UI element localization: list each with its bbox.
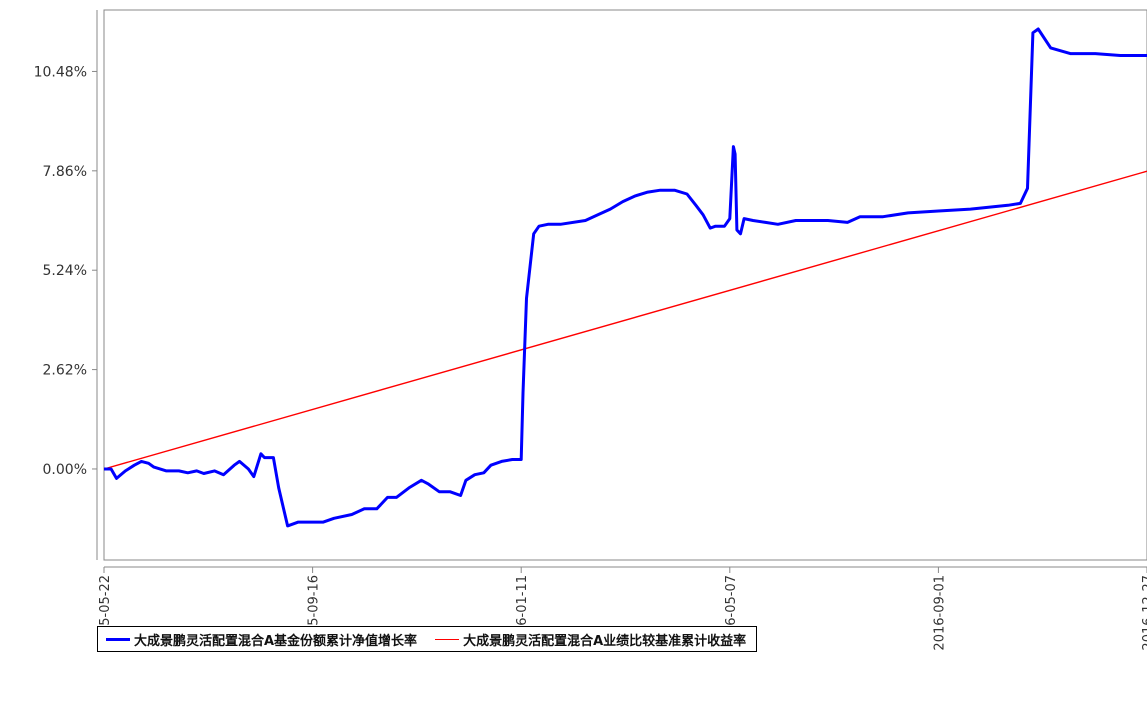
series-line-benchmark — [103, 170, 1147, 470]
legend-entry-nav-growth: 大成景鹏灵活配置混合A基金份额累计净值增长率 — [106, 630, 417, 649]
y-tick-label: 2.62% — [43, 363, 87, 379]
legend: 大成景鹏灵活配置混合A基金份额累计净值增长率 大成景鹏灵活配置混合A业绩比较基准… — [97, 626, 758, 652]
legend-swatch-blue — [106, 637, 130, 641]
y-tick-label: 10.48% — [34, 64, 87, 80]
y-tick-label: 7.86% — [43, 164, 87, 180]
plot-area — [103, 9, 1147, 561]
series-line-nav-growth — [104, 27, 1147, 528]
x-tick-label: 2016-09-01 — [932, 575, 947, 651]
y-axis-ticks: 0.00% 2.62% 5.24% 7.86% 10.48% — [34, 64, 97, 478]
y-tick-label: 5.24% — [43, 263, 87, 279]
legend-swatch-red — [435, 638, 460, 640]
legend-entry-benchmark: 大成景鹏灵活配置混合A业绩比较基准累计收益率 — [435, 630, 746, 649]
x-tick-label: 2016-12-27 — [1141, 575, 1147, 651]
legend-label-benchmark: 大成景鹏灵活配置混合A业绩比较基准累计收益率 — [463, 633, 747, 649]
series-layer — [103, 27, 1147, 528]
y-tick-label: 0.00% — [43, 462, 87, 478]
legend-label-nav-growth: 大成景鹏灵活配置混合A基金份额累计净值增长率 — [134, 633, 418, 649]
